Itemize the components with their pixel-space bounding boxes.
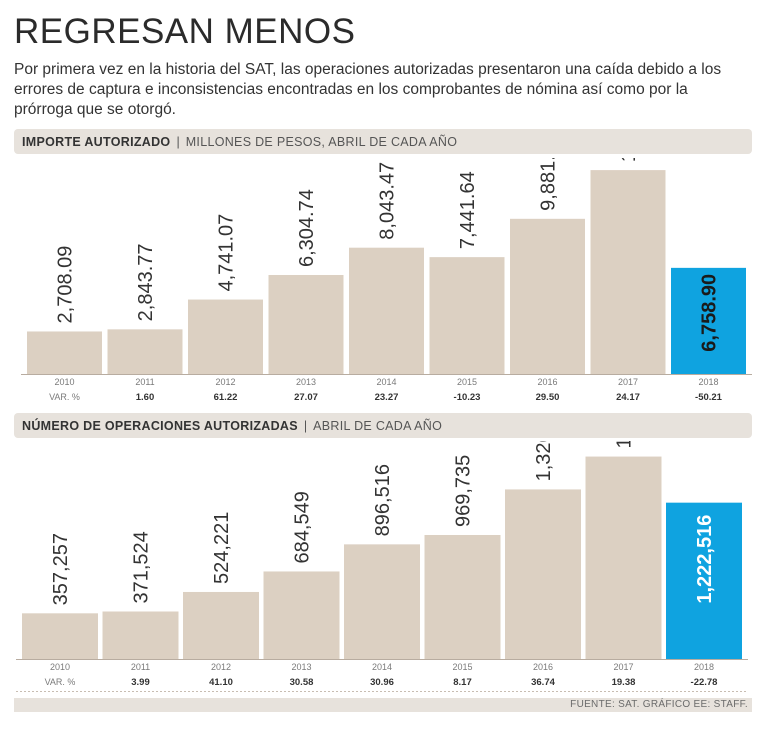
year-label-2012: 2012	[215, 377, 235, 387]
year-label-2018: 2018	[698, 377, 718, 387]
value-label-2010: 357,257	[50, 533, 72, 605]
year-label-2010: 2010	[50, 662, 70, 672]
year-label-2014: 2014	[376, 377, 396, 387]
chart1-title: IMPORTE AUTORIZADO	[22, 134, 171, 149]
var-label-2016: 36.74	[531, 677, 555, 688]
year-label-2013: 2013	[296, 377, 316, 387]
bar-2014	[349, 247, 424, 374]
chart2-title-detail: ABRIL DE CADA AÑO	[313, 418, 443, 433]
bar-2018	[671, 267, 746, 374]
bar-2011	[107, 329, 183, 374]
var-label-2017: 19.38	[612, 677, 636, 688]
value-label-2017: 12,984.00	[618, 158, 640, 162]
value-label-2017: 1,583,071	[614, 441, 636, 449]
chart2-title: NÚMERO DE OPERACIONES AUTORIZADAS	[22, 418, 298, 433]
bar-2012	[188, 299, 263, 374]
chart1-separator: |	[176, 134, 180, 149]
year-label-2015: 2015	[452, 662, 472, 672]
year-label-2017: 2017	[613, 662, 633, 672]
var-label-2014: 23.27	[375, 392, 399, 403]
var-label-2011: 3.99	[131, 677, 150, 688]
year-label-2016: 2016	[537, 377, 557, 387]
var-label-2015: -10.23	[454, 392, 481, 403]
year-label-2012: 2012	[211, 662, 231, 672]
var-label-2012: 41.10	[209, 677, 233, 688]
year-label-2017: 2017	[618, 377, 638, 387]
var-row-label: VAR. %	[45, 677, 76, 687]
chart2-separator: |	[303, 418, 308, 433]
var-label-2018: -22.78	[691, 677, 718, 688]
year-label-2011: 2011	[135, 377, 154, 387]
value-label-2014: 896,516	[372, 464, 394, 536]
bar-2018	[666, 502, 742, 659]
value-label-2013: 6,304.74	[296, 189, 318, 267]
bar-2010	[22, 613, 98, 659]
var-label-2017: 24.17	[616, 392, 640, 403]
bar-2013	[268, 274, 344, 374]
year-label-2015: 2015	[457, 377, 477, 387]
value-label-2016: 1,326,034	[533, 441, 555, 481]
chart-subtitle: Por primera vez en la historia del SAT, …	[14, 61, 722, 118]
value-label-2010: 2,708.09	[55, 246, 77, 324]
year-label-2014: 2014	[372, 662, 392, 672]
var-label-2013: 30.58	[290, 677, 314, 688]
bar-2015	[429, 257, 505, 374]
year-label-2016: 2016	[533, 662, 553, 672]
value-label-2014: 8,043.47	[377, 162, 399, 240]
chart-title: REGRESAN MENOS	[14, 12, 356, 51]
value-label-2011: 2,843.77	[135, 243, 157, 321]
bar-2010	[27, 331, 102, 374]
value-label-2018: 1,222,516	[694, 515, 716, 604]
chart2-header: NÚMERO DE OPERACIONES AUTORIZADAS | ABRI…	[14, 413, 752, 438]
var-row-label: VAR. %	[49, 392, 80, 402]
chart1-title-detail: MILLONES DE PESOS, ABRIL DE CADA AÑO	[185, 134, 458, 149]
chart1-header: IMPORTE AUTORIZADO | MILLONES DE PESOS, …	[14, 129, 752, 154]
bar-2011	[102, 611, 179, 659]
bar-2015	[424, 534, 501, 659]
importe-chart: 2,708.09 2010 2,843.77 2011 1.60 4,741.07 2012…	[21, 158, 752, 403]
bar-2014	[344, 544, 420, 659]
value-label-2011: 371,524	[131, 531, 153, 603]
value-label-2012: 4,741.07	[216, 214, 238, 292]
var-label-2014: 30.96	[370, 677, 394, 688]
bar-2016	[505, 489, 581, 659]
value-label-2015: 969,735	[453, 455, 475, 527]
var-label-2013: 27.07	[294, 392, 318, 403]
source-footer: FUENTE: SAT. GRÁFICO EE: STAFF.	[14, 698, 752, 712]
var-label-2012: 61.22	[214, 392, 238, 403]
value-label-2016: 9,881.58	[538, 158, 560, 211]
value-label-2015: 7,441.64	[457, 171, 479, 249]
value-label-2013: 684,549	[292, 491, 314, 563]
bar-2017	[585, 456, 662, 659]
year-label-2013: 2013	[291, 662, 311, 672]
var-label-2011: 1.60	[136, 392, 155, 403]
year-label-2011: 2011	[131, 662, 150, 672]
year-label-2010: 2010	[54, 377, 74, 387]
value-label-2012: 524,221	[211, 512, 233, 584]
operaciones-chart: 357,257 2010 371,524 2011 3.99 524,221 2012 41.…	[16, 441, 748, 692]
value-label-2018: 6,758.90	[699, 274, 721, 352]
bar-2012	[183, 591, 259, 659]
var-label-2018: -50.21	[695, 392, 723, 403]
bar-2016	[510, 218, 585, 374]
var-label-2015: 8.17	[453, 677, 472, 688]
var-label-2016: 29.50	[536, 392, 560, 403]
bar-2017	[590, 170, 666, 374]
bar-2013	[263, 571, 340, 659]
year-label-2018: 2018	[694, 662, 714, 672]
